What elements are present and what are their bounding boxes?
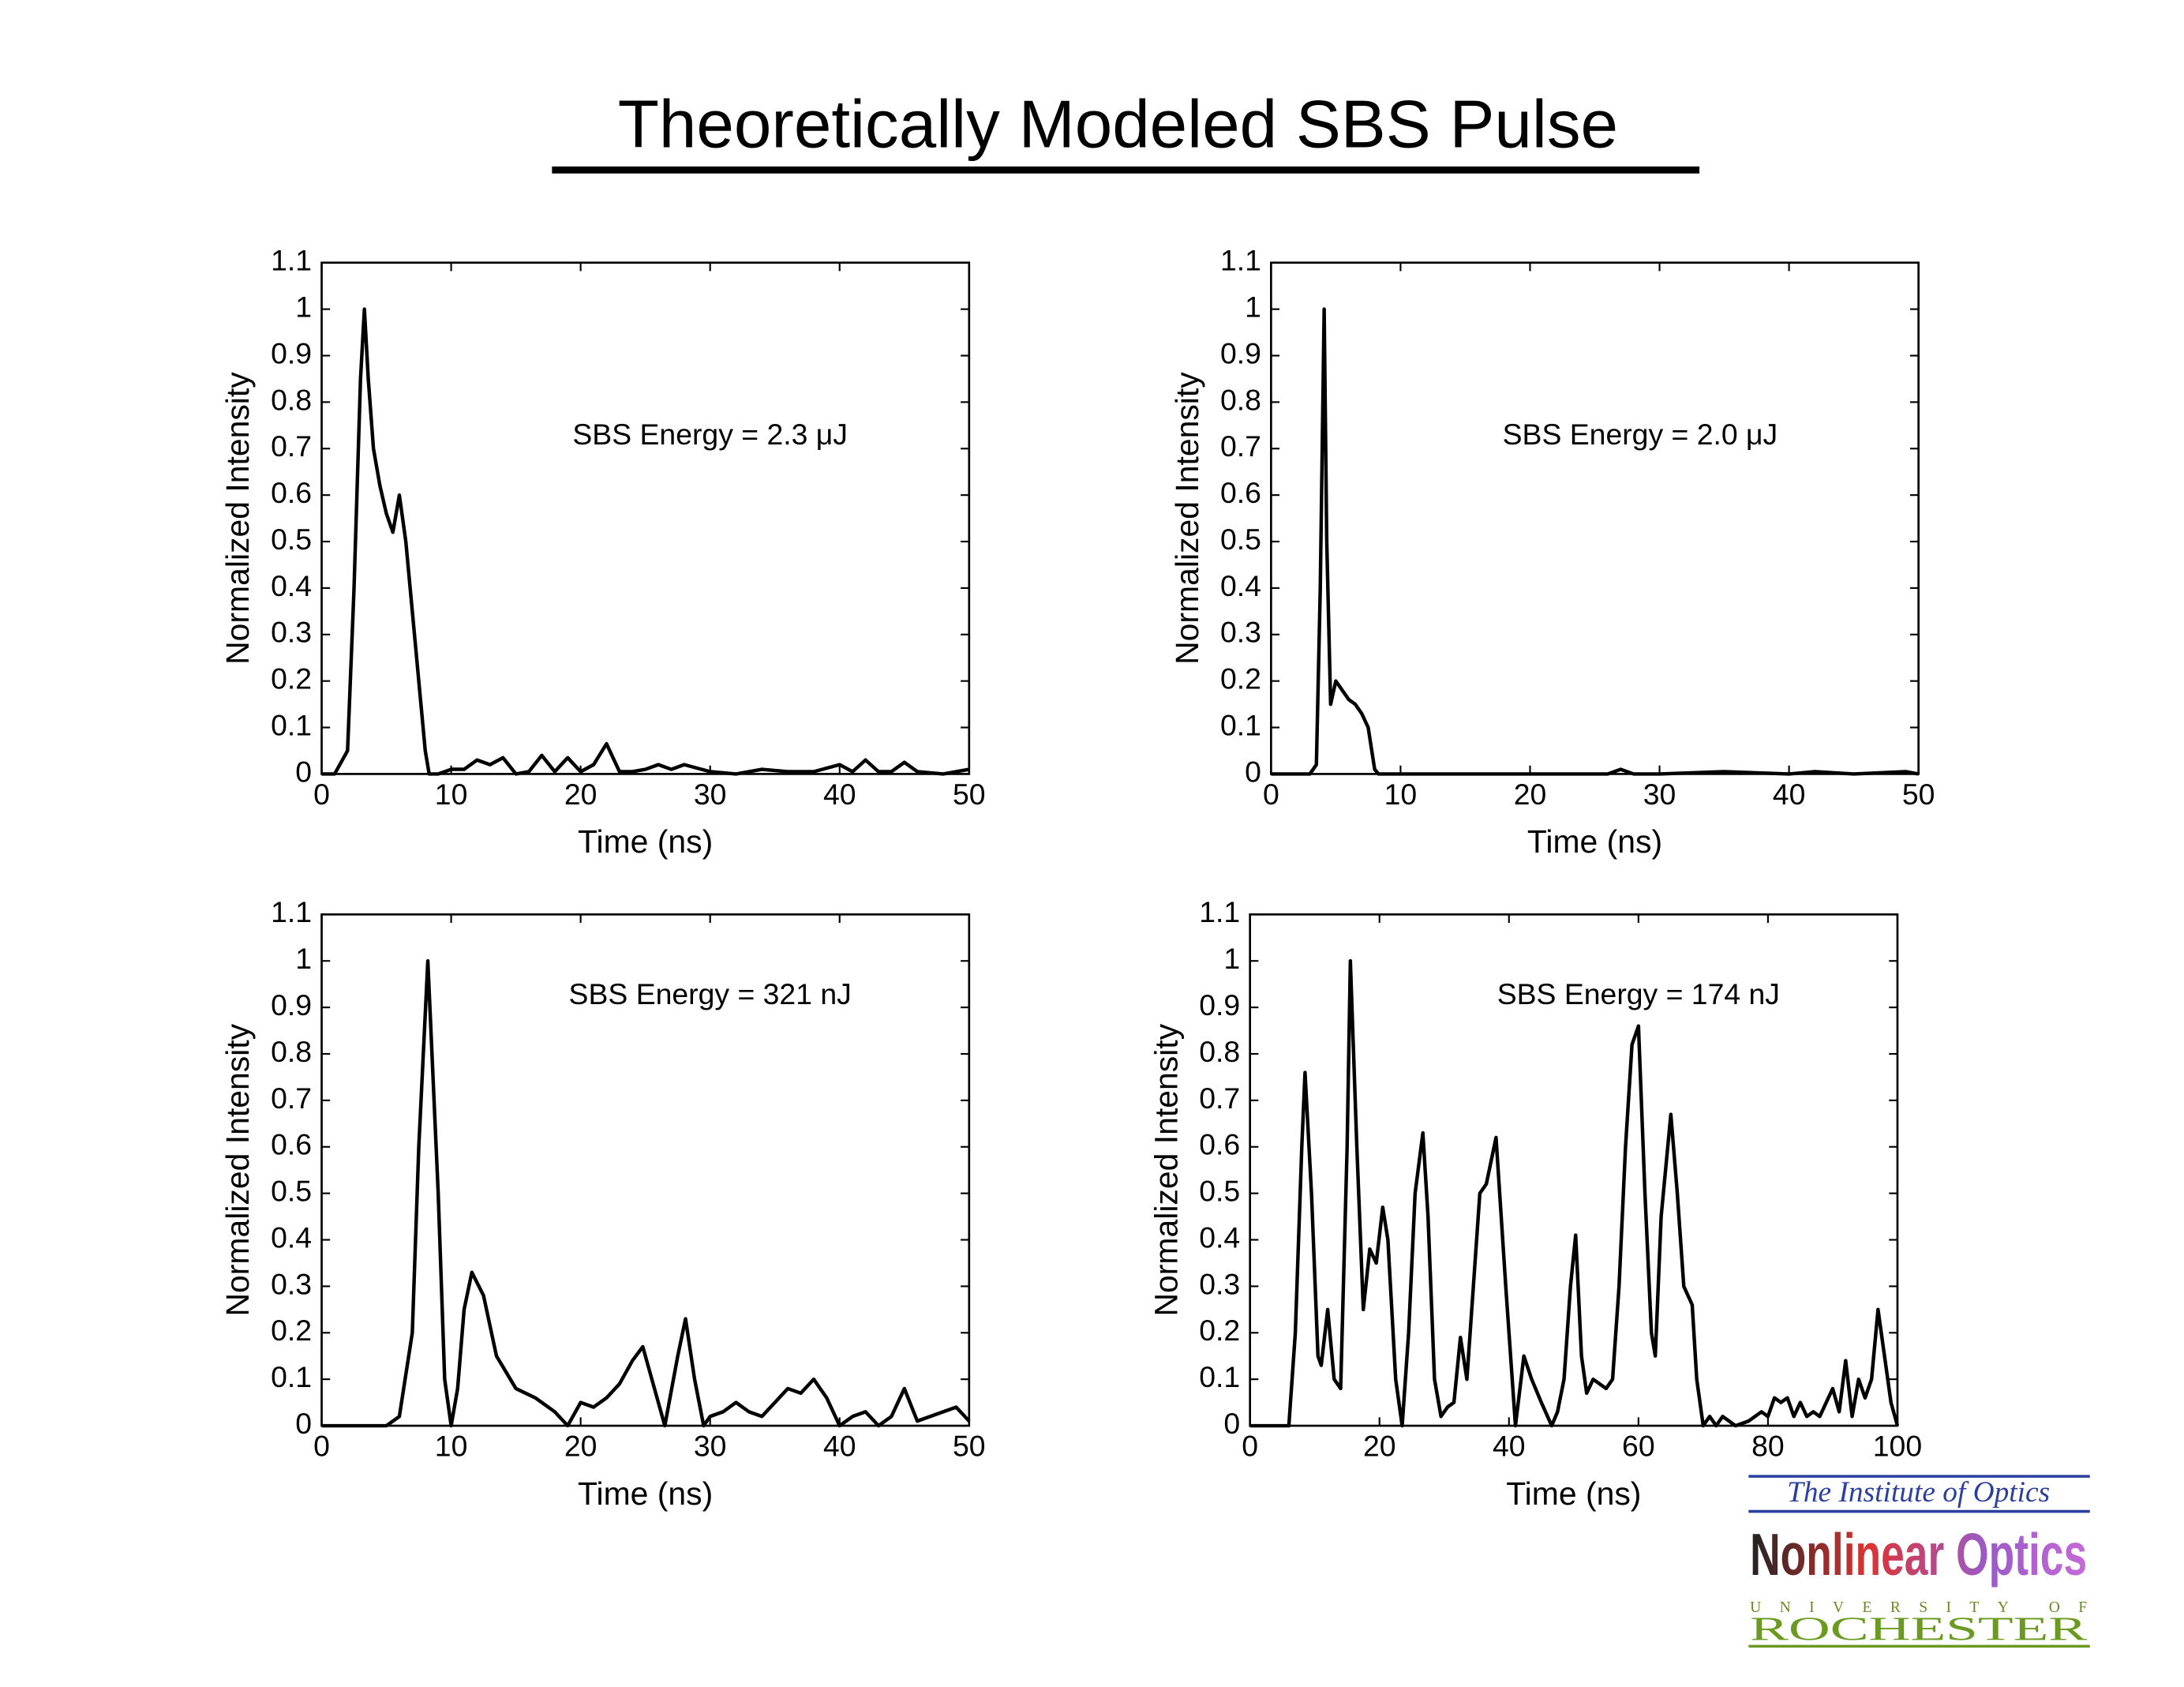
y-tick-label: 1 [1223,942,1240,975]
y-tick-label: 0.4 [1199,1220,1240,1254]
plot-frame [1249,913,1899,1427]
x-tick-label: 20 [564,1429,598,1462]
y-tick-label: 0.7 [271,429,312,463]
annotation: SBS Energy = 321 nJ [569,977,852,1010]
y-tick-label: 0 [1223,1407,1240,1440]
plot-frame [1270,261,1920,775]
logo-line: The Institute of Optics [1787,1476,2050,1509]
x-tick-label: 30 [694,1429,727,1462]
y-tick-label: 1.1 [1220,244,1261,277]
y-tick-label: 0.7 [1199,1082,1240,1115]
y-tick-label: 0.9 [271,336,312,369]
x-tick-label: 40 [823,1429,856,1462]
annotation: SBS Energy = 2.3 μJ [572,418,848,451]
y-tick-label: 0.5 [271,523,312,556]
x-axis-label: Time (ns) [1506,1475,1641,1512]
y-tick-label: 1 [295,290,312,323]
x-tick-label: 40 [1493,1429,1526,1462]
y-tick-label: 0.5 [271,1175,312,1208]
x-tick-label: 0 [1242,1429,1258,1462]
plot-frame [320,913,971,1427]
x-tick-label: 50 [953,1429,986,1462]
x-tick-label: 30 [1643,778,1676,811]
y-tick-label: 1.1 [271,244,312,277]
y-tick-label: 0.3 [1199,1267,1240,1300]
logo-line: ROCHESTER [1750,1610,2088,1648]
x-axis-label: Time (ns) [578,1475,713,1512]
x-tick-label: 60 [1622,1429,1655,1462]
y-tick-label: 0.3 [1220,616,1261,649]
data-line [1249,959,1900,1428]
y-tick-label: 0.6 [271,476,312,509]
x-tick-label: 40 [823,778,856,811]
y-tick-label: 0.9 [1199,988,1240,1022]
x-tick-label: 0 [313,1429,330,1462]
x-axis-label: Time (ns) [578,823,713,860]
y-tick-label: 0.3 [271,1267,312,1300]
x-tick-label: 10 [1384,778,1418,811]
y-tick-label: 1.1 [1199,895,1240,928]
x-tick-label: 80 [1751,1429,1785,1462]
y-tick-label: 0.7 [1220,429,1261,463]
y-tick-label: 0.8 [1199,1035,1240,1068]
x-tick-label: 0 [313,778,330,811]
logo: The Institute of Optics Nonlinear Optics… [1748,1475,2090,1648]
y-tick-label: 0.6 [1199,1128,1240,1161]
y-tick-label: 0.8 [271,383,312,416]
page-title: Theoretically Modeled SBS Pulse [618,87,1618,162]
y-tick-label: 0.4 [271,1220,312,1254]
y-axis-label: Normalized Intensity [219,1023,256,1316]
y-tick-label: 0.6 [271,1128,312,1161]
data-line [1271,307,1920,776]
x-tick-label: 10 [435,778,468,811]
x-tick-label: 20 [564,778,598,811]
x-tick-label: 20 [1363,1429,1396,1462]
x-tick-label: 50 [953,778,986,811]
plot-frame [320,261,971,775]
y-tick-label: 0.3 [271,616,312,649]
y-tick-label: 0.5 [1220,523,1261,556]
y-tick-label: 0.4 [271,569,312,602]
x-tick-label: 20 [1514,778,1547,811]
y-tick-label: 0.1 [271,708,312,741]
y-axis-label: Normalized Intensity [1169,372,1205,665]
data-line [321,959,971,1428]
y-tick-label: 0 [1245,755,1261,788]
y-tick-label: 0.2 [1220,662,1261,695]
y-tick-label: 1 [1245,290,1261,323]
y-tick-label: 0.1 [271,1360,312,1393]
y-tick-label: 0.4 [1220,569,1261,602]
y-tick-label: 0.9 [1220,336,1261,369]
x-tick-label: 10 [435,1429,468,1462]
y-tick-label: 0.7 [271,1082,312,1115]
y-axis-label: Normalized Intensity [219,372,256,665]
data-line [321,307,970,776]
y-tick-label: 0.2 [271,662,312,695]
logo-line: UNIVERSITY OF [1750,1599,2087,1616]
y-tick-label: 0.2 [271,1314,312,1347]
y-tick-label: 1 [295,942,312,975]
y-axis-label: Normalized Intensity [1148,1023,1184,1316]
y-tick-label: 0.9 [271,988,312,1022]
logo-line: Nonlinear Optics [1750,1521,2087,1588]
annotation: SBS Energy = 174 nJ [1497,977,1780,1010]
y-tick-label: 0.5 [1199,1175,1240,1208]
y-tick-label: 0.8 [271,1035,312,1068]
x-tick-label: 0 [1263,778,1279,811]
y-tick-label: 1.1 [271,895,312,928]
y-tick-label: 0 [295,1407,312,1440]
x-tick-label: 30 [694,778,727,811]
y-tick-label: 0.8 [1220,383,1261,416]
y-tick-label: 0.6 [1220,476,1261,509]
x-tick-label: 100 [1873,1429,1922,1462]
y-tick-label: 0.1 [1199,1360,1240,1393]
y-tick-label: 0 [295,755,312,788]
x-tick-label: 50 [1902,778,1935,811]
x-tick-label: 40 [1773,778,1806,811]
y-tick-label: 0.2 [1199,1314,1240,1347]
annotation: SBS Energy = 2.0 μJ [1503,418,1778,451]
y-tick-label: 0.1 [1220,708,1261,741]
x-axis-label: Time (ns) [1527,823,1662,860]
